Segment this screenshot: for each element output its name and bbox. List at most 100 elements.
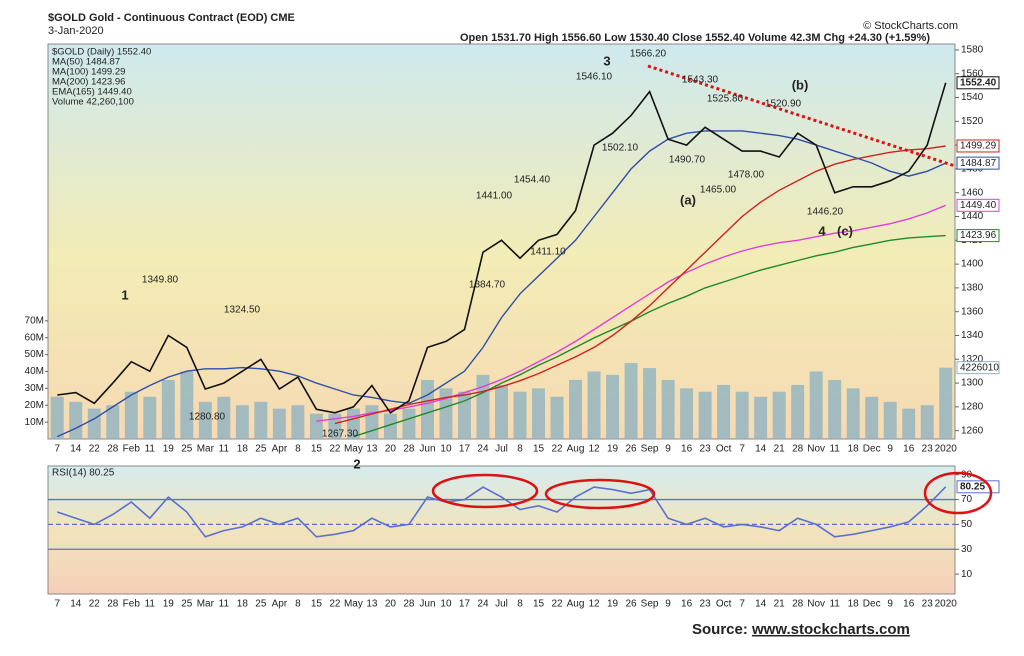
x-tick-label: 10	[440, 599, 452, 610]
volume-bar	[402, 408, 416, 439]
y2-tick-label: 10M	[25, 417, 44, 428]
x-tick-label: Jul	[495, 599, 508, 610]
volume-bar	[309, 413, 323, 439]
x-tick-label: 11	[145, 599, 156, 610]
rsi-panel	[47, 465, 956, 595]
x-tick-label: Feb	[123, 599, 141, 610]
volume-bar	[828, 379, 842, 439]
last-value-box	[956, 229, 1000, 243]
volume-bar	[624, 363, 638, 439]
volume-bar	[680, 388, 694, 439]
annotation: 2	[353, 456, 360, 471]
x-tick-label: 16	[903, 444, 915, 455]
x-tick-label: Jun	[419, 599, 435, 610]
volume-bar	[791, 384, 805, 439]
x-tick-label: Aug	[567, 444, 585, 455]
x-tick-label: Feb	[123, 444, 141, 455]
volume-bar	[920, 405, 934, 439]
source-link[interactable]: www.stockcharts.com	[751, 621, 910, 638]
last-value-label: 1552.40	[960, 77, 997, 88]
x-tick-label: 28	[792, 599, 804, 610]
x-tick-label: 8	[295, 599, 301, 610]
x-tick-label: 8	[295, 444, 301, 455]
annotation: 1543.30	[682, 75, 719, 86]
highlight	[923, 471, 993, 515]
volume-bar	[161, 379, 175, 439]
x-tick-label: 18	[848, 444, 860, 455]
x-tick-label: Jun	[419, 444, 435, 455]
annotation: 1267.30	[322, 429, 359, 440]
y2-tick-label: 60M	[25, 332, 44, 343]
quote: Open 1531.70 High 1556.60 Low 1530.40 Cl…	[460, 32, 930, 44]
x-tick-label: 21	[774, 444, 786, 455]
y2-tick-label: 30M	[25, 383, 44, 394]
x-tick-label: 14	[755, 599, 767, 610]
volume-bar	[939, 367, 953, 439]
annotation: 1478.00	[728, 170, 765, 181]
volume-bar	[365, 405, 379, 439]
x-tick-label: 23	[922, 599, 934, 610]
x-tick-label: 20	[385, 599, 397, 610]
volume-bar	[754, 396, 768, 439]
x-tick-label: 22	[89, 444, 101, 455]
volume-bar	[69, 401, 83, 439]
highlight	[431, 473, 539, 509]
y-tick-label: 10	[961, 569, 973, 580]
volume-bar	[735, 391, 749, 439]
x-tick-label: 9	[887, 599, 893, 610]
x-tick-label: 2020	[935, 599, 958, 610]
volume-bar	[643, 368, 657, 439]
x-tick-label: 19	[163, 444, 175, 455]
volume-bar	[383, 413, 397, 439]
source-label: Source:	[692, 621, 748, 638]
x-tick-label: 15	[311, 444, 323, 455]
chart-title: $GOLD Gold - Continuous Contract (EOD) C…	[48, 12, 295, 24]
x-tick-label: Aug	[567, 599, 585, 610]
volume-bar	[180, 371, 194, 439]
x-tick-label: 2020	[935, 444, 958, 455]
x-tick-label: Nov	[807, 444, 825, 455]
x-tick-label: 16	[903, 599, 915, 610]
x-tick-label: 12	[588, 444, 600, 455]
volume-bar	[217, 396, 231, 439]
annotation: 4	[818, 223, 826, 238]
volume-bar	[124, 391, 138, 439]
volume-bar	[143, 396, 157, 439]
x-tick-label: 15	[533, 444, 545, 455]
x-tick-label: 11	[829, 444, 840, 455]
price-panel	[47, 43, 956, 440]
volume-bar	[495, 384, 508, 439]
x-tick-label: 7	[54, 444, 60, 455]
x-tick-label: 25	[181, 599, 193, 610]
series-line	[57, 486, 947, 538]
y-tick-label: 1580	[961, 45, 984, 56]
x-tick-label: 9	[665, 444, 671, 455]
x-tick-label: 24	[477, 444, 489, 455]
x-tick-label: 23	[700, 599, 712, 610]
volume-bar	[587, 371, 601, 439]
annotation: 1465.00	[700, 185, 737, 196]
x-tick-label: Oct	[716, 599, 732, 610]
annotation: 1525.80	[707, 94, 744, 105]
y-tick-label: 1440	[961, 211, 984, 222]
x-tick-label: 10	[440, 444, 452, 455]
x-tick-label: 18	[848, 599, 860, 610]
series-line	[57, 130, 946, 438]
last-value-label: 1449.40	[960, 200, 997, 211]
annotation: 1384.70	[469, 280, 506, 291]
last-value-box	[956, 156, 1000, 170]
x-tick-label: 7	[54, 599, 60, 610]
volume-bar	[272, 408, 286, 439]
volume-bar	[717, 384, 731, 439]
last-value-label: 1484.87	[960, 158, 997, 169]
volume-bar	[420, 379, 434, 439]
annotation: 1546.10	[576, 72, 613, 83]
volume-bar	[865, 396, 879, 439]
x-tick-label: 15	[533, 599, 545, 610]
y-tick-label: 30	[961, 544, 973, 555]
volume-bar	[106, 405, 120, 439]
volume-bar	[883, 401, 897, 439]
x-tick-label: May	[344, 599, 363, 610]
x-tick-label: Apr	[272, 599, 288, 610]
y2-tick-label: 20M	[25, 400, 44, 411]
